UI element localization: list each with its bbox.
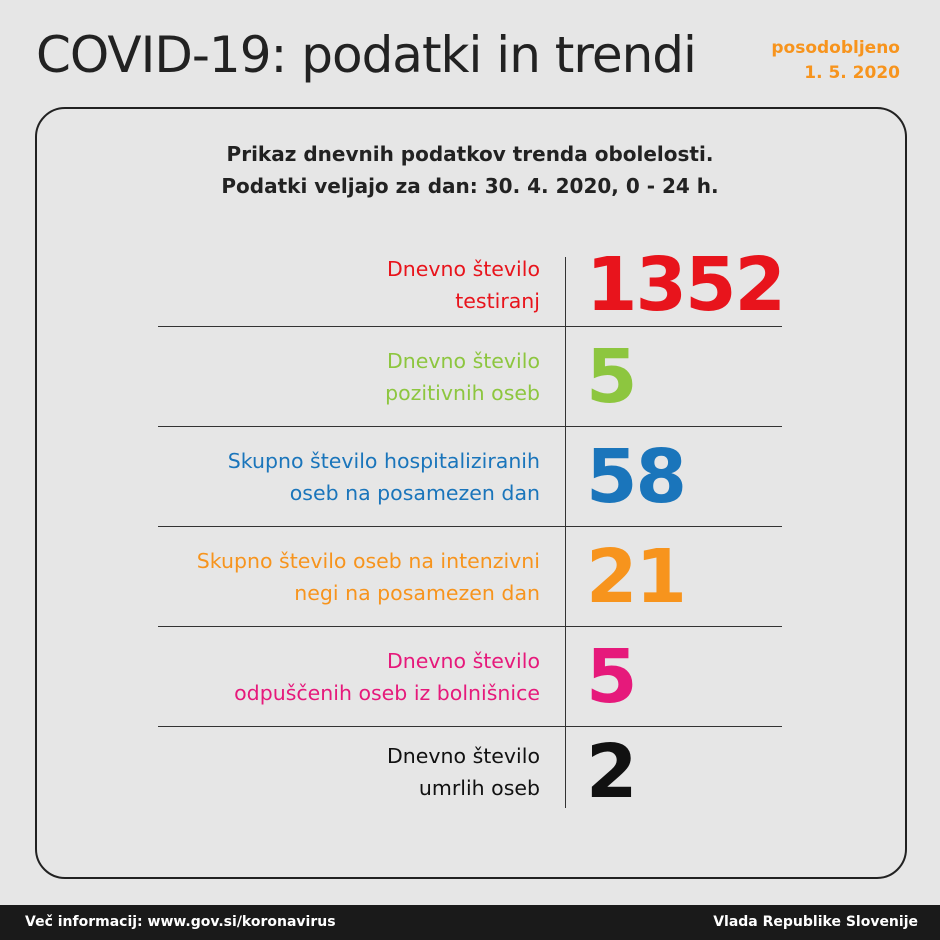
footer-government: Vlada Republike Slovenije — [713, 914, 918, 930]
stat-label-line-2: umrlih oseb — [418, 776, 540, 800]
footer: Več informacij: www.gov.si/koronavirus V… — [0, 905, 940, 940]
stat-label-line-1: Skupno število oseb na intenzivni — [196, 549, 540, 573]
stat-value: 1352 — [586, 242, 786, 328]
data-card — [35, 107, 907, 879]
stat-label-line-2: negi na posamezen dan — [294, 581, 540, 605]
stat-label-line-2: pozitivnih oseb — [385, 381, 540, 405]
updated-date: 1. 5. 2020 — [804, 63, 900, 83]
updated-info: posodobljeno 1. 5. 2020 — [771, 36, 900, 86]
subtitle-line-1: Prikaz dnevnih podatkov trenda obolelost… — [226, 142, 714, 166]
stat-row-intensive-care: Skupno število oseb na intenzivni negi na… — [158, 527, 782, 627]
stat-label: Dnevno število testiranj — [387, 235, 540, 335]
subtitle-line-2: Podatki veljajo za dan: 30. 4. 2020, 0 -… — [221, 174, 719, 198]
stat-label: Dnevno število odpuščenih oseb iz bolnišn… — [234, 627, 540, 727]
row-divider — [158, 526, 782, 527]
stat-label-line-1: Dnevno število — [387, 744, 540, 768]
stat-label: Skupno število hospitaliziranih oseb na p… — [228, 427, 540, 527]
stat-label-line-1: Dnevno število — [387, 257, 540, 281]
stat-label-line-2: odpuščenih oseb iz bolnišnice — [234, 681, 540, 705]
stat-value: 5 — [586, 334, 637, 420]
column-divider — [565, 257, 566, 808]
stat-label: Skupno število oseb na intenzivni negi na… — [197, 527, 540, 627]
page-title: COVID-19: podatki in trendi — [36, 26, 697, 84]
stat-row-discharged: Dnevno število odpuščenih oseb iz bolnišn… — [158, 627, 782, 727]
stat-label-line-1: Skupno število hospitaliziranih — [227, 449, 540, 473]
stat-label: Dnevno število pozitivnih oseb — [385, 327, 540, 427]
stat-value: 5 — [586, 634, 637, 720]
stat-row-deaths: Dnevno število umrlih oseb 2 — [158, 722, 782, 822]
footer-info-link[interactable]: Več informacij: www.gov.si/koronavirus — [25, 914, 336, 930]
stat-label: Dnevno število umrlih oseb — [387, 722, 540, 822]
row-divider — [158, 426, 782, 427]
subtitle: Prikaz dnevnih podatkov trenda obolelost… — [0, 138, 940, 202]
row-divider — [158, 326, 782, 327]
stat-label-line-2: oseb na posamezen dan — [289, 481, 540, 505]
stat-value: 21 — [586, 534, 687, 620]
updated-label: posodobljeno — [771, 38, 900, 58]
stat-label-line-1: Dnevno število — [387, 349, 540, 373]
stat-row-hospitalized: Skupno število hospitaliziranih oseb na p… — [158, 427, 782, 527]
stat-label-line-1: Dnevno število — [387, 649, 540, 673]
row-divider — [158, 626, 782, 627]
stat-value: 2 — [586, 729, 637, 815]
stat-row-daily-positive: Dnevno število pozitivnih oseb 5 — [158, 327, 782, 427]
stat-value: 58 — [586, 434, 687, 520]
stat-row-daily-tests: Dnevno število testiranj 1352 — [158, 235, 786, 335]
stat-label-line-2: testiranj — [455, 289, 540, 313]
row-divider — [158, 726, 782, 727]
